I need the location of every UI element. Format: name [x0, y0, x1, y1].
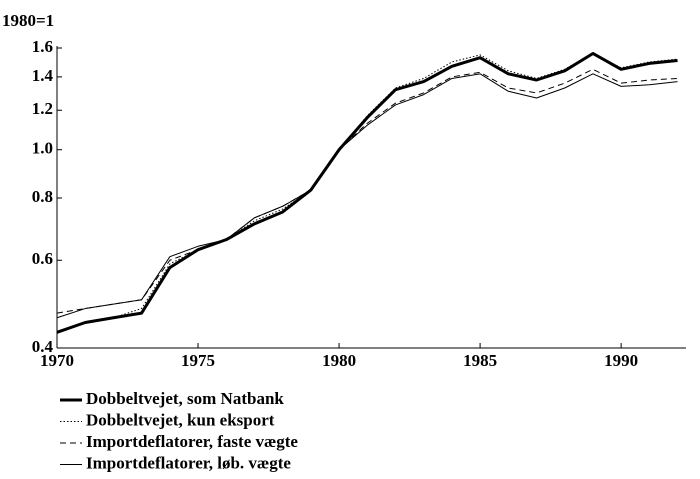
legend-label: Dobbeltvejet, som Natbank	[86, 389, 284, 408]
y-tick-label: 0.8	[32, 187, 53, 206]
series-line	[56, 73, 678, 319]
legend-label: Importdeflatorer, løb. vægte	[86, 453, 291, 472]
x-tick-label: 1970	[40, 351, 74, 370]
legend-label: Dobbeltvejet, kun eksport	[86, 410, 275, 429]
y-tick-label: 1.2	[32, 99, 53, 118]
y-tick-label: 1.4	[32, 66, 54, 85]
series-line	[56, 68, 678, 314]
series-line	[56, 52, 678, 333]
y-axis-label: 1980=1	[2, 11, 54, 30]
x-tick-label: 1990	[604, 351, 638, 370]
x-tick-label: 1985	[463, 351, 497, 370]
y-tick-label: 0.4	[32, 337, 54, 356]
y-tick-label: 1.0	[32, 139, 53, 158]
y-tick-label: 0.6	[32, 249, 53, 268]
x-tick-label: 1980	[322, 351, 356, 370]
y-tick-label: 1.6	[32, 37, 53, 56]
legend-label: Importdeflatorer, faste vægte	[86, 432, 298, 451]
series-line	[56, 51, 678, 334]
x-tick-label: 1975	[181, 351, 215, 370]
